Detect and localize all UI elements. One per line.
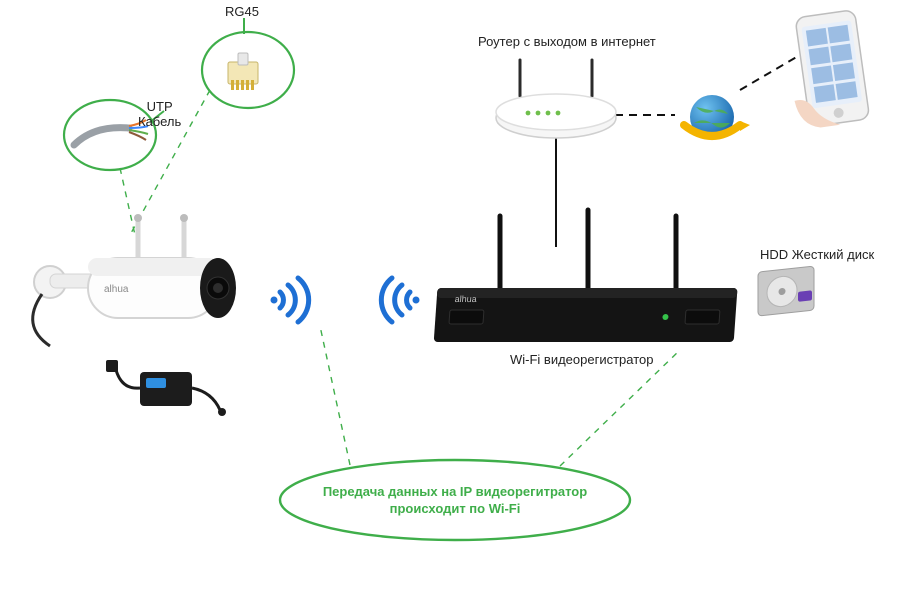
- smartphone-icon: [783, 10, 870, 131]
- wifi-signal-left-icon: [271, 278, 309, 322]
- nvr-icon: alhua: [434, 210, 738, 342]
- hdd-icon: [758, 266, 814, 316]
- wifi-note: Передача данных на IP видеорегитратор пр…: [320, 484, 590, 518]
- nvr-label: Wi-Fi видеорегистратор: [510, 352, 654, 367]
- rj45-connector-icon: [228, 53, 258, 90]
- power-adapter-icon: [106, 360, 226, 416]
- hdd-label: HDD Жесткий диск: [760, 247, 874, 262]
- line-note-to-nvr: [560, 350, 680, 466]
- svg-text:alhua: alhua: [104, 284, 129, 295]
- utp-label-line2: Кабель: [138, 114, 181, 129]
- utp-cable-icon: [74, 120, 148, 145]
- line-note-to-wifi: [320, 326, 350, 465]
- router-label: Роутер с выходом в интернет: [478, 34, 656, 49]
- globe-icon: [684, 95, 750, 139]
- ip-camera-icon: alhua: [33, 214, 236, 346]
- rg45-label: RG45: [225, 4, 259, 19]
- line-globe-to-phone: [740, 55, 800, 90]
- utp-label: UTP Кабель: [138, 100, 181, 130]
- line-utp-to-camera: [120, 168, 135, 235]
- svg-text:alhua: alhua: [454, 294, 477, 304]
- wifi-note-line2: происходит по Wi-Fi: [320, 501, 590, 518]
- wifi-note-line1: Передача данных на IP видеорегитратор: [320, 484, 590, 501]
- wifi-signal-right-icon: [381, 278, 419, 322]
- utp-label-line1: UTP: [147, 99, 173, 114]
- router-icon: [496, 60, 616, 138]
